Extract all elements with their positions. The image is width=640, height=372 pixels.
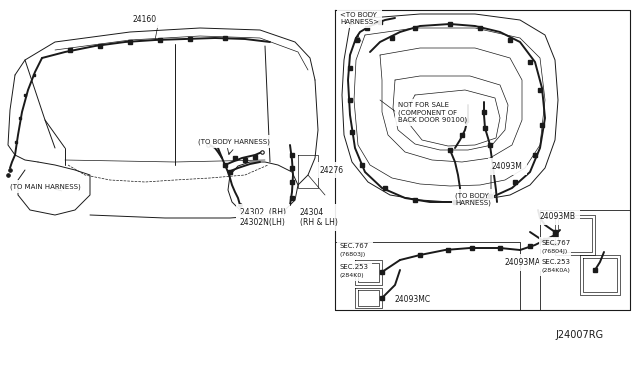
- Text: (284K0): (284K0): [340, 273, 365, 278]
- Text: NOT FOR SALE
(COMPONENT OF
BACK DOOR 90100): NOT FOR SALE (COMPONENT OF BACK DOOR 901…: [398, 102, 467, 123]
- Text: (76804J): (76804J): [542, 249, 568, 254]
- Text: SEC.253: SEC.253: [542, 259, 571, 265]
- Text: (TO MAIN HARNESS): (TO MAIN HARNESS): [10, 183, 81, 189]
- Text: 24276: 24276: [320, 166, 344, 174]
- Text: <TO BODY
HARNESS>: <TO BODY HARNESS>: [340, 12, 379, 25]
- Text: 24302  (RH): 24302 (RH): [240, 208, 286, 217]
- Text: SEC.767: SEC.767: [340, 243, 369, 249]
- Text: J24007RG: J24007RG: [555, 330, 603, 340]
- Text: SEC.767: SEC.767: [542, 240, 572, 246]
- Text: 24302N(LH): 24302N(LH): [240, 218, 286, 227]
- Text: SEC.253: SEC.253: [340, 264, 369, 270]
- Text: 24093M: 24093M: [492, 162, 523, 171]
- Text: (284K0A): (284K0A): [542, 268, 571, 273]
- Text: 24093MB: 24093MB: [540, 212, 576, 221]
- Text: (TO BODY
HARNESS): (TO BODY HARNESS): [455, 192, 491, 206]
- Text: 24304
(RH & LH): 24304 (RH & LH): [300, 208, 338, 227]
- Text: 24093MA: 24093MA: [505, 258, 541, 267]
- Text: 24160: 24160: [133, 15, 157, 24]
- Text: 24093MC: 24093MC: [395, 295, 431, 304]
- Text: (TO BODY HARNESS): (TO BODY HARNESS): [198, 138, 270, 144]
- Text: (76803J): (76803J): [340, 252, 366, 257]
